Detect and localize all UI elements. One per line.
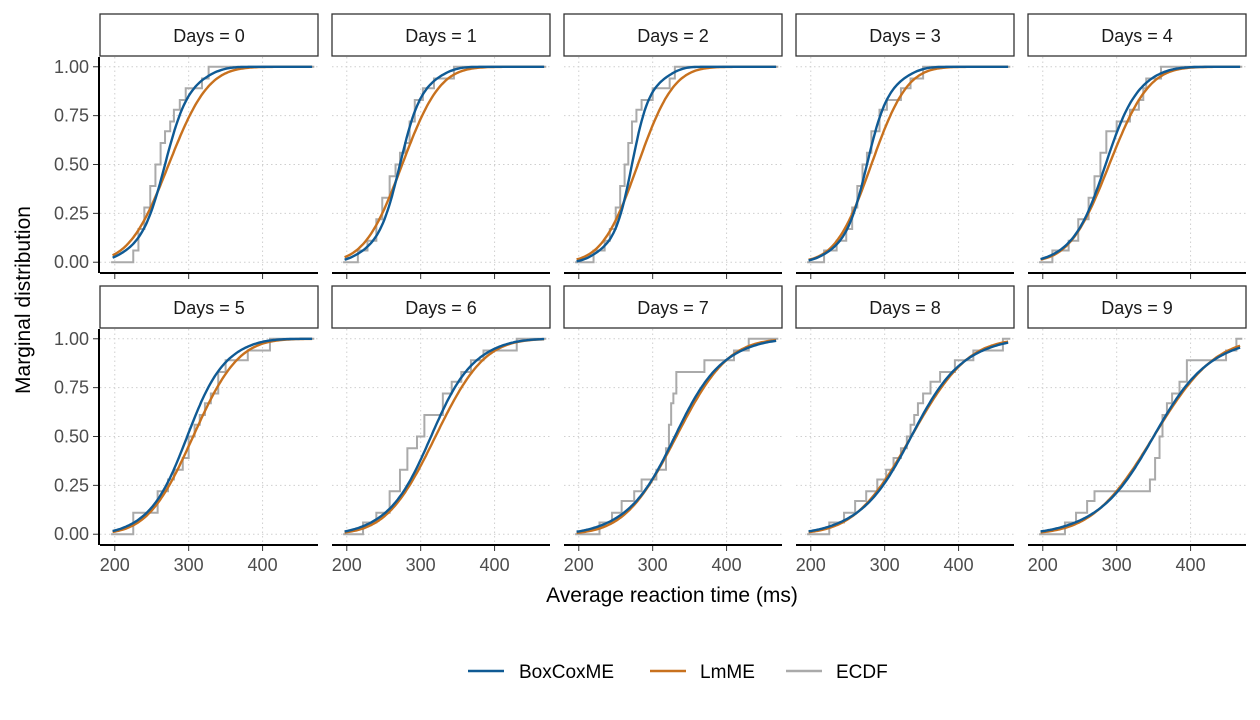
facet-strip	[99, 13, 319, 57]
x-tick-label: 400	[480, 555, 510, 575]
facet-panel: Days = 0200300400	[98, 13, 319, 303]
facet-panel: Days = 1200300400	[331, 13, 551, 303]
facet-panel: Days = 3200300400	[795, 13, 1015, 303]
boxcoxme-line	[808, 341, 1009, 533]
boxcoxme-line	[1040, 346, 1241, 533]
boxcoxme-line	[1040, 65, 1241, 261]
x-tick-label: 300	[406, 555, 436, 575]
boxcoxme-line	[344, 65, 545, 261]
facet-panel: Days = 2200300400	[563, 13, 783, 303]
facet-strip	[563, 285, 783, 329]
x-tick-label: 300	[638, 555, 668, 575]
boxcoxme-line	[576, 339, 777, 533]
facet-strip	[1027, 285, 1247, 329]
y-tick-label: 0.50	[54, 155, 89, 175]
lmme-line	[344, 338, 545, 534]
y-tick-label: 0.75	[54, 378, 89, 398]
ecdf-line	[807, 337, 1011, 536]
lmme-line	[1040, 344, 1241, 534]
ecdf-line	[111, 65, 315, 264]
y-tick-label: 0.50	[54, 427, 89, 447]
ecdf-line	[1039, 337, 1243, 536]
y-tick-label: 0.00	[54, 524, 89, 544]
facet-panel: Days = 9 200 300 400	[1027, 285, 1247, 575]
y-tick-label: 0.25	[54, 203, 89, 223]
lmme-line	[808, 65, 1009, 261]
y-tick-label: 1.00	[54, 329, 89, 349]
boxcoxme-line	[808, 65, 1009, 262]
legend-label: ECDF	[836, 662, 888, 683]
facet-strip	[99, 285, 319, 329]
ecdf-line	[575, 337, 779, 536]
boxcoxme-line	[344, 337, 545, 533]
facet-label: Days = 2	[637, 26, 709, 46]
panels: Days = 0200300400Days = 1200300400Days =…	[98, 13, 1247, 575]
facet-strip	[1027, 13, 1247, 57]
boxcoxme-line	[112, 65, 313, 259]
facet-label: Days = 0	[173, 26, 245, 46]
facet-panel: Days = 5 200 300 400	[98, 285, 319, 575]
facet-label: Days = 3	[869, 26, 941, 46]
facet-label: Days = 7	[637, 298, 709, 318]
lmme-line	[344, 65, 545, 259]
y-axis-title: Marginal distribution	[12, 206, 35, 394]
lmme-line	[112, 337, 313, 534]
facet-label: Days = 5	[173, 298, 245, 318]
facet-strip	[563, 13, 783, 57]
x-axis-title: Average reaction time (ms)	[546, 584, 798, 607]
facet-panel: Days = 8 200 300 400	[795, 285, 1015, 575]
x-tick-label: 200	[1028, 555, 1058, 575]
boxcoxme-line	[576, 65, 777, 263]
facet-panel: Days = 4200300400	[1027, 13, 1247, 303]
y-tick-label: 0.25	[54, 475, 89, 495]
ecdf-line	[1039, 65, 1243, 264]
y-tick-label: 1.00	[54, 57, 89, 77]
facet-strip	[331, 285, 551, 329]
facet-strip	[795, 285, 1015, 329]
facet-strip	[795, 13, 1015, 57]
legend: BoxCoxME LmME ECDF	[468, 662, 888, 683]
facet-label: Days = 6	[405, 298, 477, 318]
x-tick-label: 200	[796, 555, 826, 575]
y-tick-label: 0.75	[54, 106, 89, 126]
boxcoxme-line	[112, 337, 313, 533]
lmme-line	[576, 65, 777, 261]
facet-panel: Days = 6 200 300 400	[331, 285, 551, 575]
legend-label: BoxCoxME	[519, 662, 614, 683]
facet-panel: Days = 7 200 300 400	[563, 285, 783, 575]
legend-label: LmME	[700, 662, 755, 683]
facet-label: Days = 4	[1101, 26, 1173, 46]
facet-label: Days = 8	[869, 298, 941, 318]
facet-label: Days = 9	[1101, 298, 1173, 318]
lmme-line	[1040, 65, 1241, 261]
lmme-line	[112, 65, 313, 257]
x-tick-label: 400	[1176, 555, 1206, 575]
ecdf-line	[575, 65, 779, 264]
x-tick-label: 200	[332, 555, 362, 575]
x-tick-label: 400	[944, 555, 974, 575]
x-tick-label: 300	[1102, 555, 1132, 575]
facet-strip	[331, 13, 551, 57]
x-tick-label: 400	[248, 555, 278, 575]
x-tick-label: 200	[100, 555, 130, 575]
x-tick-label: 300	[174, 555, 204, 575]
y-tick-label: 0.00	[54, 252, 89, 272]
facet-label: Days = 1	[405, 26, 477, 46]
x-tick-label: 300	[870, 555, 900, 575]
x-tick-label: 400	[712, 555, 742, 575]
lmme-line	[576, 339, 777, 534]
y-axis-ticks: 0.00 0.25 0.50 0.75 1.00 0.00 0.25 0.50 0.75 1.00	[54, 57, 98, 544]
x-tick-label: 200	[564, 555, 594, 575]
